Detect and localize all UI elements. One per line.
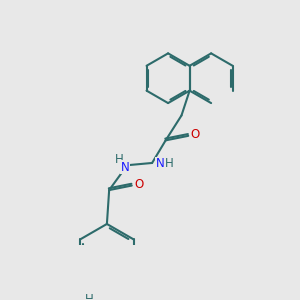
Text: O: O [190, 128, 200, 141]
Text: O: O [134, 178, 143, 191]
Text: H: H [115, 153, 124, 166]
Text: H: H [165, 158, 174, 170]
Text: N: N [156, 158, 165, 170]
Text: N: N [121, 160, 130, 173]
Text: H: H [85, 293, 94, 300]
